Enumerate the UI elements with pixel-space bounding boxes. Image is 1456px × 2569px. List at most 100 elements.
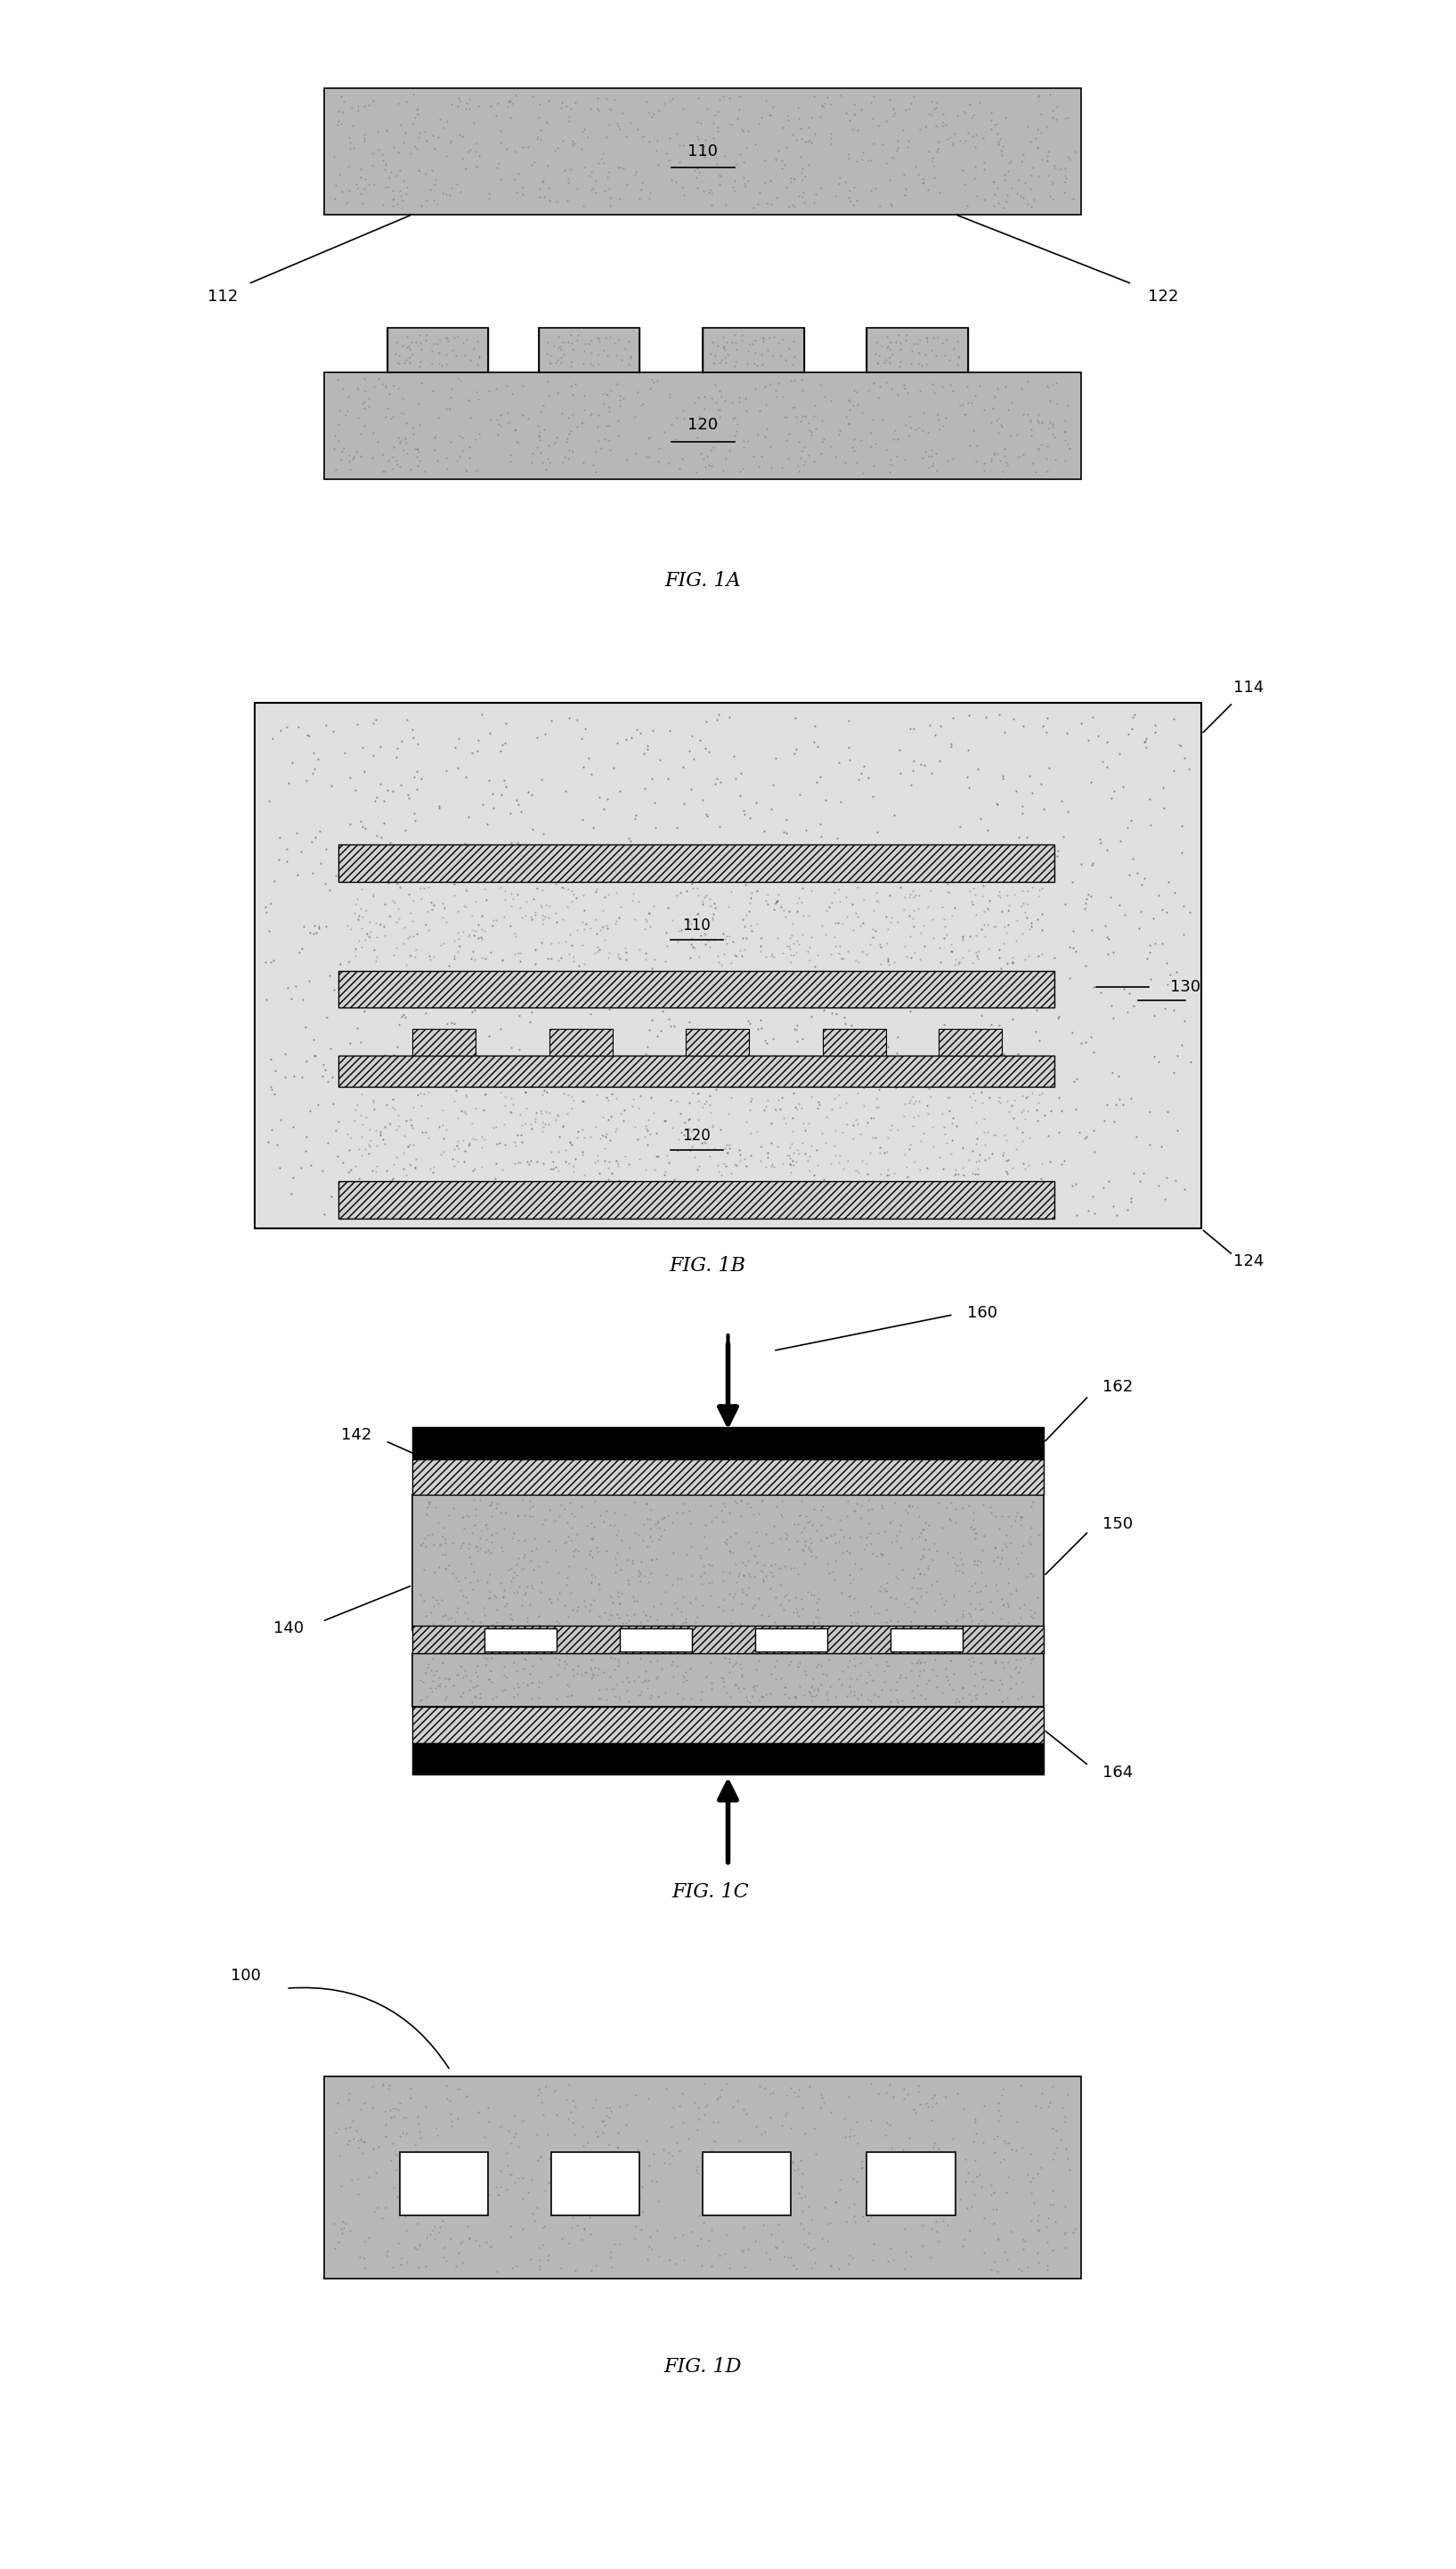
Point xyxy=(579,1562,603,1603)
Point xyxy=(597,2150,620,2191)
Point xyxy=(999,416,1022,457)
Point xyxy=(770,139,794,180)
Point xyxy=(603,80,626,121)
Point xyxy=(361,2127,384,2168)
Point xyxy=(960,881,983,922)
Point xyxy=(629,2209,652,2250)
Point xyxy=(801,1505,824,1547)
Point xyxy=(448,1675,472,1716)
Point xyxy=(381,1033,405,1074)
Point xyxy=(789,1495,812,1536)
Point xyxy=(419,1593,443,1634)
Point xyxy=(584,172,607,213)
Point xyxy=(387,334,411,375)
Point xyxy=(357,915,380,956)
Point xyxy=(987,938,1010,979)
Point xyxy=(741,835,764,876)
Point xyxy=(738,884,761,925)
Point xyxy=(333,182,357,224)
Point xyxy=(530,1110,553,1151)
Point xyxy=(759,789,782,830)
Point xyxy=(951,1593,974,1634)
Point xyxy=(418,1482,441,1523)
Point xyxy=(606,1146,629,1187)
Point xyxy=(990,1580,1013,1621)
Point xyxy=(722,414,745,455)
Point xyxy=(540,1148,563,1189)
Point xyxy=(875,326,898,367)
Point xyxy=(788,452,811,493)
Point xyxy=(665,807,689,848)
Point xyxy=(607,1598,630,1639)
Point xyxy=(402,758,425,799)
Point xyxy=(377,157,400,198)
Point xyxy=(597,385,620,426)
Point xyxy=(751,1675,775,1716)
Point xyxy=(843,1490,866,1531)
Point xyxy=(1063,131,1086,172)
Point xyxy=(882,794,906,835)
Point xyxy=(351,383,374,424)
Point xyxy=(326,1135,349,1177)
Point xyxy=(668,1092,692,1133)
Point xyxy=(887,1017,910,1058)
Point xyxy=(347,398,370,439)
Point xyxy=(1026,401,1050,442)
Point xyxy=(738,1089,761,1130)
Point xyxy=(846,1590,869,1631)
Point xyxy=(476,1171,499,1213)
Point xyxy=(288,933,312,974)
Point xyxy=(705,144,728,185)
Point xyxy=(579,1554,603,1595)
Point xyxy=(1051,817,1075,858)
Point xyxy=(976,809,999,850)
Point xyxy=(587,319,610,360)
Point xyxy=(494,1076,517,1118)
Point xyxy=(798,411,821,452)
Point xyxy=(316,1123,339,1164)
Point xyxy=(839,1562,862,1603)
Point xyxy=(555,1565,578,1606)
Point xyxy=(323,450,347,491)
Point xyxy=(763,1035,786,1076)
Point xyxy=(591,907,614,948)
Point xyxy=(464,909,488,951)
Point xyxy=(837,951,860,992)
Point xyxy=(403,98,427,139)
Point xyxy=(1012,1089,1035,1130)
Point xyxy=(734,863,757,904)
Point xyxy=(515,1164,539,1205)
Point xyxy=(428,789,451,830)
Point xyxy=(871,1487,894,1529)
Point xyxy=(342,437,365,478)
Point xyxy=(596,778,619,820)
Point xyxy=(951,383,974,424)
Point xyxy=(431,1595,454,1636)
Point xyxy=(598,2096,622,2137)
Point xyxy=(313,863,336,904)
Point xyxy=(448,360,472,401)
Point xyxy=(925,82,948,123)
Point xyxy=(805,1511,828,1552)
Point xyxy=(987,182,1010,224)
Point xyxy=(879,2127,903,2168)
Point xyxy=(623,984,646,1025)
Point xyxy=(670,909,693,951)
Point xyxy=(428,1662,451,1703)
Point xyxy=(846,943,869,984)
Point xyxy=(290,830,313,871)
Point xyxy=(779,1128,802,1169)
Point xyxy=(1008,861,1031,902)
Point xyxy=(962,1079,986,1120)
Point xyxy=(399,321,422,362)
Point xyxy=(1029,95,1053,136)
Point xyxy=(507,784,530,825)
Point xyxy=(1038,748,1061,789)
Point xyxy=(993,1523,1016,1565)
Point xyxy=(705,139,728,180)
Point xyxy=(645,1135,668,1177)
Point xyxy=(703,886,727,927)
Point xyxy=(408,439,431,480)
Point xyxy=(472,868,495,909)
Point xyxy=(920,434,943,475)
